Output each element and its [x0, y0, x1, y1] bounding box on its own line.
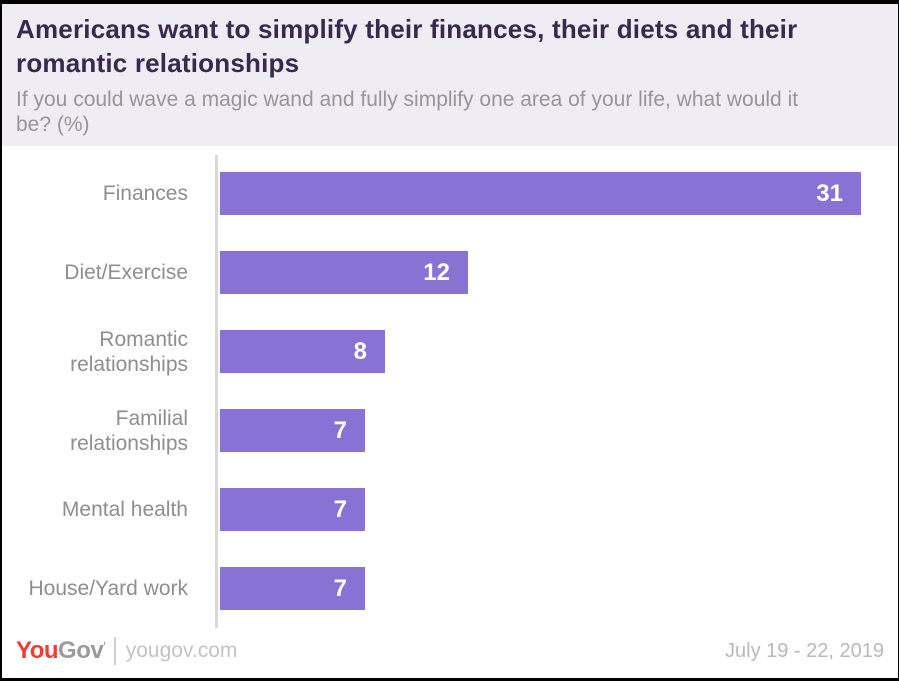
- bar: 7: [220, 409, 365, 452]
- bar: 31: [220, 172, 861, 215]
- category-label: House/Yard work: [28, 577, 188, 600]
- chart-row: Diet/Exercise 12: [2, 233, 898, 312]
- chart-row: Mental health 7: [2, 470, 898, 549]
- chart-header: Americans want to simplify their finance…: [2, 4, 898, 146]
- yougov-site-text: yougov.com: [125, 639, 238, 662]
- value-label: 12: [423, 258, 450, 286]
- footer-divider: [113, 637, 116, 665]
- value-label: 7: [333, 574, 347, 602]
- category-label: Mental health: [61, 498, 188, 521]
- bar: 7: [220, 567, 365, 610]
- bar-chart: Finances 31 Diet/Exercise 12 Romantic relati…: [2, 146, 898, 630]
- category-label: Familial relationships: [70, 406, 188, 455]
- bar: 12: [220, 251, 468, 294]
- category-label: Diet/Exercise: [64, 261, 188, 284]
- logo-you-text: You: [16, 637, 59, 664]
- category-label: Romantic relationships: [70, 327, 188, 376]
- value-label: 7: [333, 495, 347, 523]
- bar: 7: [220, 488, 365, 531]
- y-axis-line: [215, 155, 218, 628]
- chart-row: Finances 31: [2, 154, 898, 233]
- category-label: Finances: [102, 182, 188, 205]
- yougov-logo: You Gov ' yougov.com: [16, 637, 237, 665]
- chart-subtitle: If you could wave a magic wand and fully…: [16, 88, 799, 136]
- value-label: 8: [353, 337, 367, 365]
- chart-footer: You Gov ' yougov.com July 19 - 22, 2019: [2, 630, 898, 678]
- value-label: 7: [333, 416, 347, 444]
- bar: 8: [220, 330, 385, 373]
- chart-row: Familial relationships 7: [2, 391, 898, 470]
- date-range: July 19 - 22, 2019: [725, 639, 884, 662]
- logo-trademark-icon: ': [103, 639, 106, 654]
- logo-gov-text: Gov: [58, 637, 104, 664]
- chart-row: Romantic relationships 8: [2, 312, 898, 391]
- chart-rows: Finances 31 Diet/Exercise 12 Romantic relati…: [2, 154, 898, 628]
- value-label: 31: [816, 179, 843, 207]
- chart-title: Americans want to simplify their finance…: [16, 14, 798, 78]
- chart-row: House/Yard work 7: [2, 549, 898, 628]
